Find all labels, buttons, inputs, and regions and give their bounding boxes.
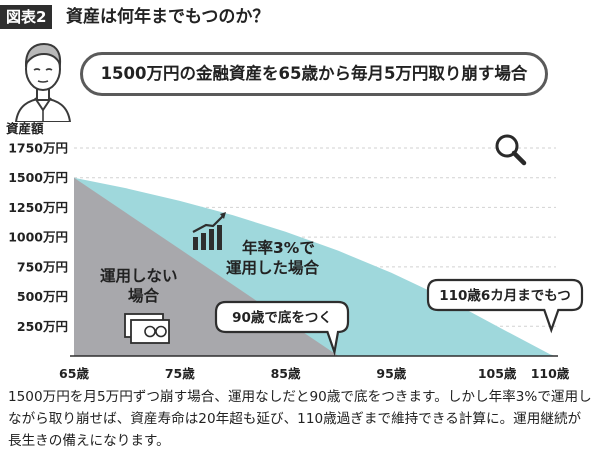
y-tick-label: 1750万円 xyxy=(8,141,68,156)
y-axis-label: 資産額 xyxy=(6,121,44,136)
subtitle: 1500万円の金融資産を65歳から毎月5万円取り崩す場合 xyxy=(100,64,528,83)
chart: 250万円 500万円 750万円 1000万円 1250万円 1500万円 1750万円 6… xyxy=(8,134,584,381)
figure-badge: 図表2 xyxy=(0,5,53,29)
x-tick-label: 65歳 xyxy=(59,366,89,381)
magnifier-icon xyxy=(495,134,527,166)
y-tick-label: 750万円 xyxy=(17,259,68,274)
person-icon xyxy=(14,42,72,122)
figure-header: 図表2 資産は何年までもつのか？ xyxy=(0,0,600,34)
annotation-90: 90歳で底をつく xyxy=(214,300,350,357)
series-label-invest: 年率3%で運用した場合 xyxy=(226,238,320,277)
x-tick-label: 110歳 xyxy=(531,366,570,381)
figure-title: 資産は何年までもつのか？ xyxy=(66,7,270,27)
growth-chart-icon xyxy=(192,212,226,250)
callout-text: 110歳6カ月までもつ xyxy=(439,287,571,304)
annotation-110: 110歳6カ月までもつ xyxy=(426,278,584,334)
banknote-icon xyxy=(124,313,170,344)
y-tick-label: 1500万円 xyxy=(8,170,68,185)
caption: 1500万円を月5万円ずつ崩す場合、運用なしだと90歳で底をつきます。しかし年率… xyxy=(8,389,592,449)
x-tick-label: 85歳 xyxy=(271,366,301,381)
y-tick-label: 250万円 xyxy=(17,319,68,334)
series-area-no-invest xyxy=(74,177,339,356)
x-tick-label: 75歳 xyxy=(165,366,195,381)
y-tick-label: 500万円 xyxy=(17,289,68,304)
callout-text: 90歳で底をつく xyxy=(232,309,332,326)
callout-box xyxy=(214,300,350,357)
series-label-no-invest: 運用しない場合 xyxy=(100,267,178,305)
y-tick-label: 1250万円 xyxy=(8,200,68,215)
subtitle-box: 1500万円の金融資産を65歳から毎月5万円取り崩す場合 xyxy=(80,52,548,96)
y-tick-label: 1000万円 xyxy=(8,230,68,245)
callout-box xyxy=(426,278,584,334)
x-tick-label: 95歳 xyxy=(376,366,406,381)
x-tick-label: 105歳 xyxy=(478,366,517,381)
